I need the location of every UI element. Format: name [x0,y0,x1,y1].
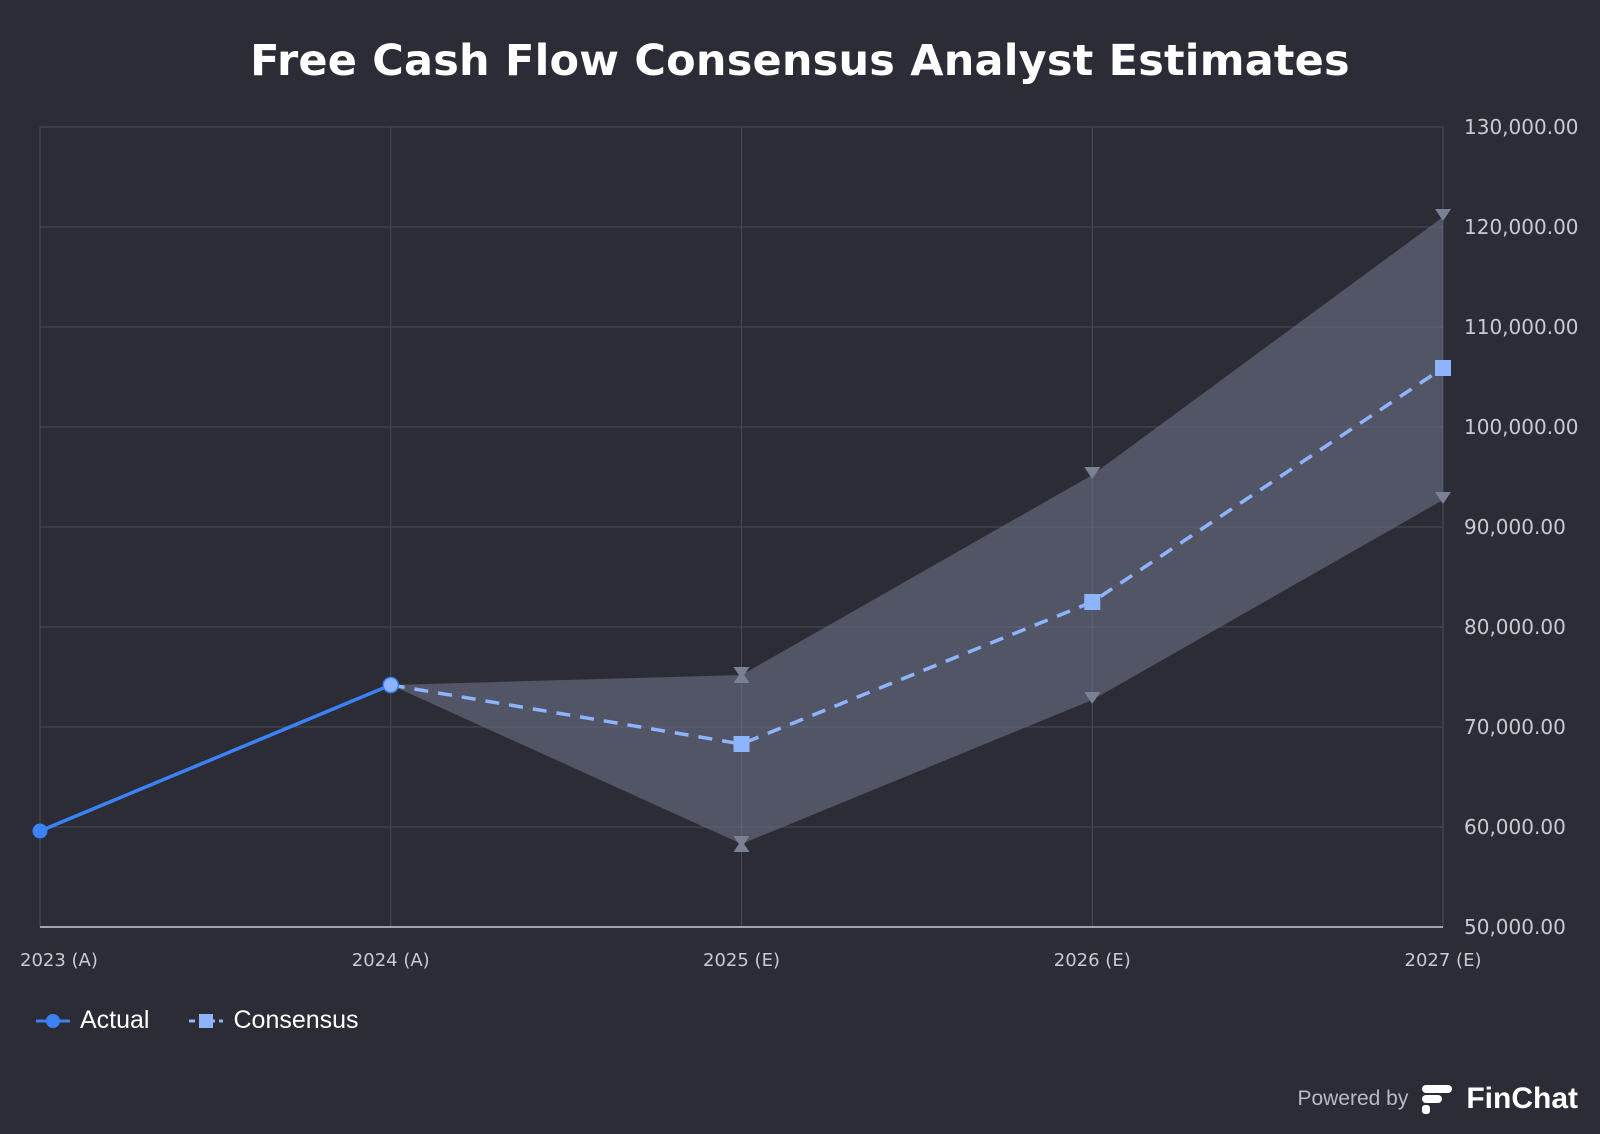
footer: Powered by FinChat [1297,1082,1578,1116]
range-low-marker [1435,492,1451,504]
data-point-consensus [1084,594,1101,610]
series-line-actual [39,683,392,833]
finchat-logo-icon [1422,1085,1453,1114]
data-point-consensus [733,736,750,752]
range-high-marker [1084,467,1101,479]
legend-consensus-swatch [189,1013,224,1028]
estimate-range-layer [390,209,1451,852]
powered-by-text: Powered by [1297,1087,1409,1110]
legend-label-actual: Actual [80,1006,150,1034]
series-layer [32,360,1451,839]
y-tick-label: 50,000.00 [1464,915,1566,939]
x-tick-label: 2026 (E) [1054,950,1131,971]
legend-item-consensus[interactable]: Consensus [189,1006,359,1035]
legend-actual-swatch [36,1013,70,1028]
legend: Actual Consensus [36,1006,359,1035]
x-tick-label: 2025 (E) [703,950,780,971]
data-point-junction [382,676,399,694]
y-tick-label: 130,000.00 [1464,115,1579,139]
x-tick-label: 2027 (E) [1405,950,1482,971]
range-high-marker [1435,209,1451,221]
y-tick-label: 90,000.00 [1464,515,1566,539]
range-low-marker [1084,692,1101,704]
legend-item-actual[interactable]: Actual [36,1006,149,1035]
y-tick-label: 80,000.00 [1464,615,1566,639]
legend-label-consensus: Consensus [233,1006,359,1034]
estimate-range-band [390,217,1443,844]
y-tick-label: 120,000.00 [1464,215,1579,239]
y-tick-label: 110,000.00 [1464,315,1579,339]
brand-name: FinChat [1466,1082,1578,1115]
x-tick-label: 2024 (A) [352,950,430,971]
range-low-marker [733,840,750,852]
y-tick-label: 100,000.00 [1464,415,1579,439]
axis-label-layer: 50,000.00 60,000.00 70,000.00 80,000.00 90,0… [20,115,1579,971]
data-point-actual [32,823,48,839]
data-point-consensus [1435,360,1451,376]
series-line-consensus [390,366,1444,746]
range-high-marker [733,671,750,683]
x-tick-label: 2023 (A) [20,950,98,971]
y-tick-label: 70,000.00 [1464,715,1566,739]
chart-title: Free Cash Flow Consensus Analyst Estimat… [250,36,1350,86]
y-tick-label: 60,000.00 [1464,815,1566,839]
